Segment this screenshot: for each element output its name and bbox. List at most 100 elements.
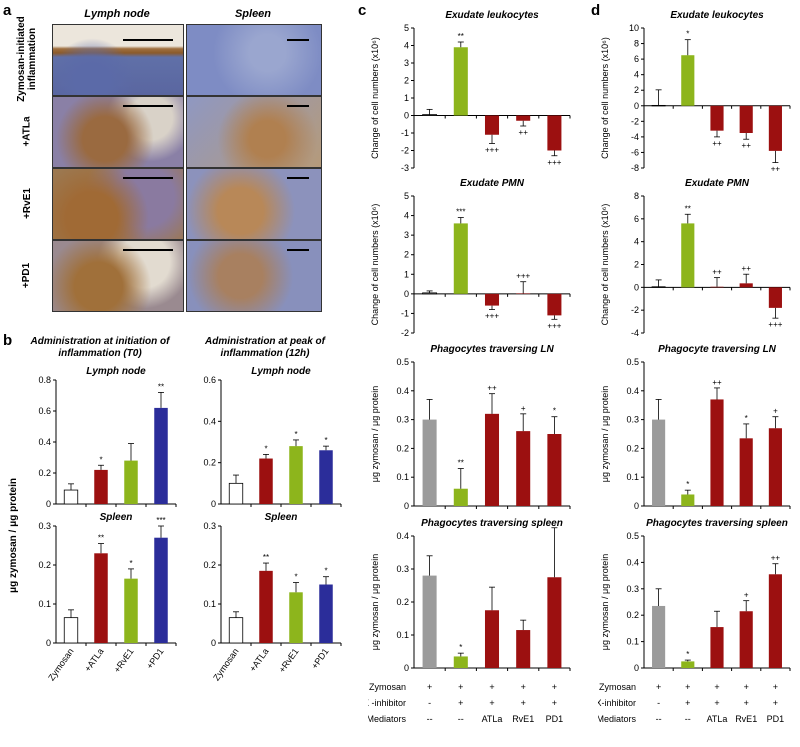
row-label-rve1-text: +RvE1	[21, 187, 33, 219]
y-tick-label: 4	[404, 41, 409, 51]
table-mark-inhibitor: +	[521, 698, 526, 708]
chart-title: Lymph node	[251, 366, 311, 377]
bar	[516, 431, 531, 506]
table-mark-inhibitor: +	[552, 698, 557, 708]
chart-c3-svg: Phagocytes traversing LN μg zymosan / μg …	[370, 344, 571, 511]
y-axis-label: Change of cell numbers (x10⁶)	[600, 37, 610, 159]
table-mark-mediator: RvE1	[512, 714, 534, 724]
bar	[259, 570, 273, 643]
table-mark-inhibitor: +	[458, 698, 463, 708]
treatment-table-svg: ZymosanLOX-inhibitorMediators+---++--++A…	[583, 682, 784, 724]
y-tick-label: 0	[46, 638, 51, 648]
significance-label: ++	[712, 378, 722, 387]
y-axis-label: Change of cell numbers (x10⁶)	[600, 204, 610, 326]
y-tick-label: 0.2	[203, 458, 216, 468]
y-tick-label: 0.2	[396, 443, 409, 453]
significance-label: ++	[771, 554, 781, 563]
treatment-table-d: ZymosanLOX-inhibitorMediators+---++--++A…	[583, 678, 798, 742]
bar	[63, 617, 79, 644]
table-mark-zymosan: +	[521, 682, 526, 692]
chart-title: Spleen	[100, 512, 133, 523]
y-tick-label: 0.2	[203, 560, 216, 570]
significance-label: +++	[485, 146, 499, 155]
y-tick-label: -4	[631, 132, 639, 142]
micrograph-ln-pd1	[52, 240, 184, 312]
micrograph-ln-atla	[52, 96, 184, 168]
y-tick-label: -1	[401, 308, 409, 318]
x-tick-label: Zymosan	[211, 646, 240, 682]
y-tick-label: 0.1	[626, 472, 639, 482]
significance-label: ++	[742, 141, 752, 150]
treatment-table-svg: ZymosanCOX -inhibitorMediators+---++--++…	[349, 682, 563, 724]
table-mark-mediator: ATLa	[482, 714, 503, 724]
y-tick-label: -2	[631, 116, 639, 126]
y-tick-label: 0.5	[396, 357, 409, 367]
chart-title: Exudate PMN	[460, 178, 525, 189]
y-tick-label: 4	[634, 70, 639, 80]
scale-bar	[123, 39, 173, 41]
table-row-label: Zymosan	[369, 682, 406, 692]
table-mark-zymosan: +	[427, 682, 432, 692]
y-tick-label: 2	[404, 250, 409, 260]
y-tick-label: -6	[631, 147, 639, 157]
micrograph-spleen-pd1	[186, 240, 322, 312]
y-tick-label: 6	[634, 214, 639, 224]
scale-bar	[287, 249, 309, 251]
significance-label: *	[294, 430, 297, 439]
y-axis-label: μg zymosan / μg protein	[600, 554, 610, 650]
y-tick-label: -2	[401, 328, 409, 338]
y-tick-label: 0	[404, 111, 409, 121]
significance-label: +	[744, 591, 749, 600]
chart-title: Phagocyte traversing LN	[658, 344, 777, 355]
table-mark-mediator: --	[427, 714, 433, 724]
significance-label: *	[686, 30, 689, 39]
bar	[547, 115, 562, 151]
y-tick-label: -1	[401, 128, 409, 138]
panel-label-b: b	[3, 332, 13, 349]
table-mark-inhibitor: +	[773, 698, 778, 708]
bar	[547, 577, 562, 668]
bar	[651, 286, 666, 288]
y-tick-label: 10	[629, 23, 639, 33]
table-row-label: Zymosan	[599, 682, 636, 692]
chart-title: Phagocytes traversing spleen	[646, 518, 788, 529]
scale-bar	[123, 249, 173, 251]
chart-d2-svg: Exudate PMN Change of cell numbers (x10⁶)…	[600, 178, 791, 338]
chart-b2-svg: Lymph node 0 0.2 0.4 0.6 * * *	[203, 366, 342, 509]
y-tick-label: 0.3	[626, 415, 639, 425]
b-ylabel: μg zymosan / μg protein	[8, 477, 20, 593]
table-mark-zymosan: +	[458, 682, 463, 692]
significance-label: *	[99, 455, 102, 464]
row-label-pd1-text: +PD1	[21, 262, 33, 288]
scale-bar	[287, 105, 309, 107]
significance-label: ***	[156, 516, 165, 525]
bar	[154, 537, 168, 643]
y-tick-label: 0.4	[396, 386, 409, 396]
y-tick-label: 0.3	[203, 521, 216, 531]
panel-label-a: a	[3, 2, 12, 19]
y-tick-label: 0.1	[396, 630, 409, 640]
y-tick-label: 0.6	[203, 375, 216, 385]
b-header-t0: Administration at initiation of inflamma…	[30, 336, 170, 359]
y-tick-label: 0.3	[396, 415, 409, 425]
bar	[652, 605, 666, 668]
y-axis-label: Change of cell numbers (x10⁶)	[370, 204, 380, 326]
bar	[319, 584, 333, 643]
significance-label: *	[553, 407, 556, 416]
table-mark-zymosan: +	[744, 682, 749, 692]
micrograph-spleen-rve1	[186, 168, 322, 240]
bar	[94, 553, 108, 643]
bar	[710, 286, 724, 288]
table-mark-mediator: --	[656, 714, 662, 724]
micrograph-ln-rve1	[52, 168, 184, 240]
y-tick-label: 0.5	[626, 531, 639, 541]
y-tick-label: 0.1	[38, 599, 51, 609]
bar	[453, 47, 468, 116]
y-tick-label: 0.4	[38, 437, 51, 447]
row-label-pd1: +PD1	[4, 240, 50, 310]
y-tick-label: 1	[404, 269, 409, 279]
significance-label: +++	[485, 312, 499, 321]
table-mark-zymosan: +	[685, 682, 690, 692]
table-mark-zymosan: +	[714, 682, 719, 692]
